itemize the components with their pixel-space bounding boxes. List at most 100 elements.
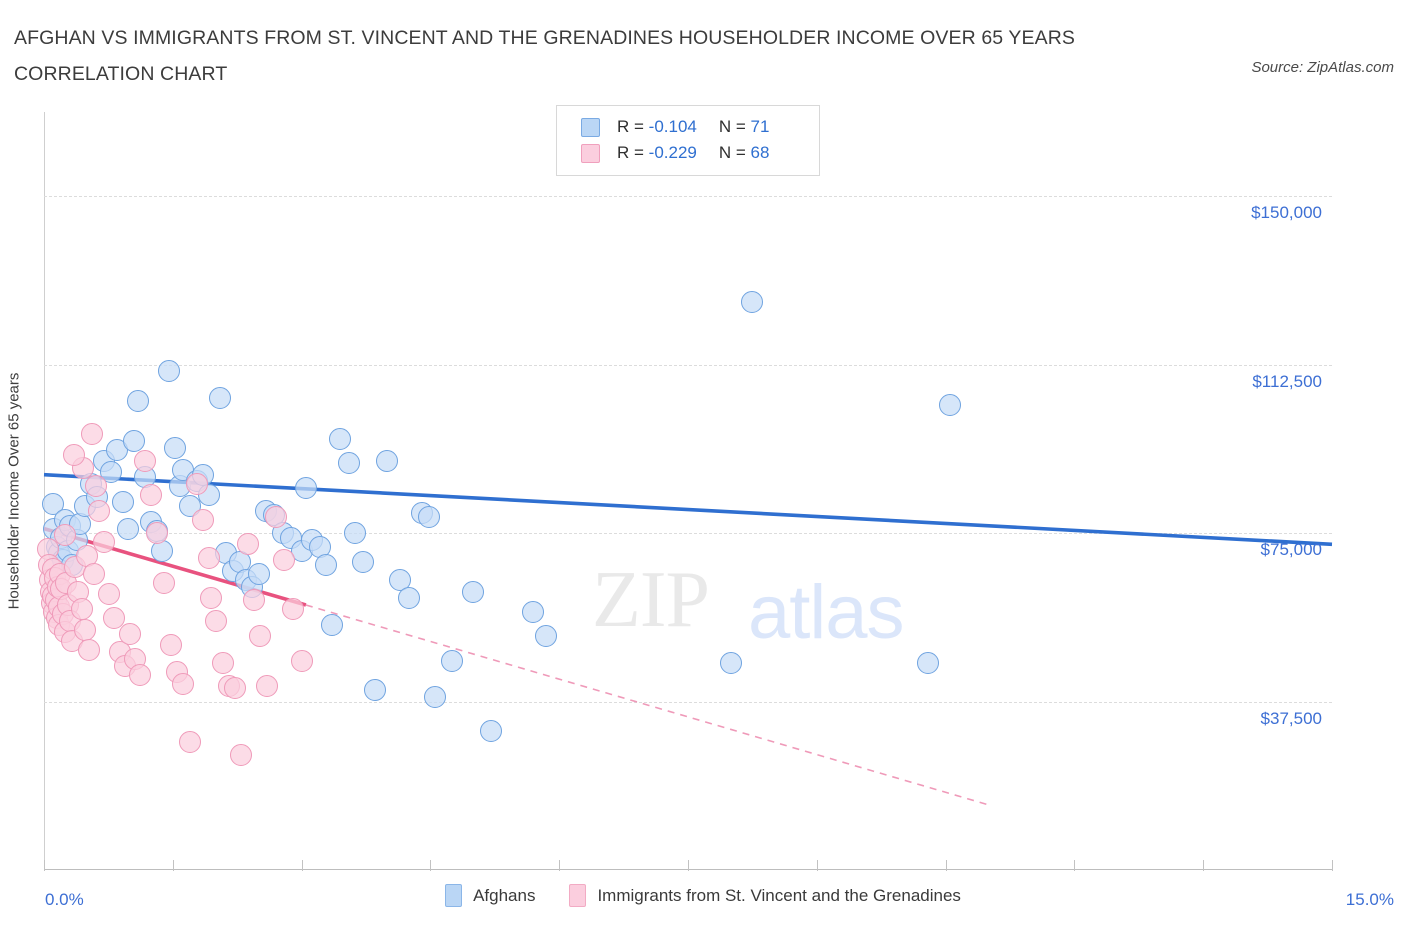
data-point[interactable] xyxy=(134,450,157,473)
data-point[interactable] xyxy=(178,730,201,753)
data-point[interactable] xyxy=(230,744,253,767)
data-point[interactable] xyxy=(103,607,126,630)
data-point[interactable] xyxy=(157,360,180,383)
chart-header: AFGHAN VS IMMIGRANTS FROM ST. VINCENT AN… xyxy=(0,0,1406,100)
data-point[interactable] xyxy=(719,652,742,675)
x-axis-tick xyxy=(816,860,818,871)
data-point[interactable] xyxy=(118,623,141,646)
data-point[interactable] xyxy=(211,652,234,675)
data-point[interactable] xyxy=(54,524,77,547)
data-point[interactable] xyxy=(99,461,122,484)
data-point[interactable] xyxy=(282,598,304,621)
data-point[interactable] xyxy=(81,423,104,446)
data-point[interactable] xyxy=(237,533,260,556)
gridline xyxy=(44,196,1332,198)
data-point[interactable] xyxy=(146,522,169,545)
data-point[interactable] xyxy=(223,677,246,700)
data-point[interactable] xyxy=(160,634,183,657)
x-axis-tick xyxy=(44,860,45,871)
data-point[interactable] xyxy=(98,582,121,605)
data-point[interactable] xyxy=(440,650,463,673)
data-point[interactable] xyxy=(417,506,440,529)
data-point[interactable] xyxy=(172,672,195,695)
data-point[interactable] xyxy=(290,650,313,673)
data-point[interactable] xyxy=(82,562,105,585)
y-axis-title: Householder Income Over 65 years xyxy=(5,372,23,610)
data-point[interactable] xyxy=(87,499,110,522)
data-point[interactable] xyxy=(185,472,208,495)
data-point[interactable] xyxy=(197,546,220,569)
data-point[interactable] xyxy=(337,452,360,475)
x-axis-tick xyxy=(945,860,947,871)
data-point[interactable] xyxy=(209,387,232,410)
stats-text: R = -0.104 N = 71 xyxy=(617,117,770,136)
data-point[interactable] xyxy=(153,571,176,594)
data-point[interactable] xyxy=(127,389,150,412)
data-point[interactable] xyxy=(264,506,287,529)
x-axis-tick xyxy=(1203,860,1205,871)
data-point[interactable] xyxy=(273,549,296,572)
data-point[interactable] xyxy=(200,587,223,610)
data-point[interactable] xyxy=(256,674,279,697)
gridline xyxy=(44,364,1332,366)
data-point[interactable] xyxy=(343,522,366,545)
y-axis-label: $37,500 xyxy=(1260,708,1322,728)
data-point[interactable] xyxy=(191,508,214,531)
data-point[interactable] xyxy=(111,490,134,513)
data-point[interactable] xyxy=(329,427,352,450)
data-point[interactable] xyxy=(352,551,375,574)
x-axis-tick xyxy=(1332,860,1333,871)
data-point[interactable] xyxy=(129,663,152,686)
x-axis-tick xyxy=(688,860,689,871)
data-point[interactable] xyxy=(123,430,146,453)
legend-item[interactable]: Afghans xyxy=(445,884,535,907)
legend-item[interactable]: Immigrants from St. Vincent and the Gren… xyxy=(569,884,961,907)
data-point[interactable] xyxy=(243,589,266,612)
x-axis-tick xyxy=(172,860,174,871)
source-label: Source: ZipAtlas.com xyxy=(1251,59,1394,76)
data-point[interactable] xyxy=(247,562,270,585)
data-point[interactable] xyxy=(314,553,337,576)
data-point[interactable] xyxy=(535,625,558,648)
data-point[interactable] xyxy=(204,609,227,632)
data-point[interactable] xyxy=(522,600,545,623)
data-point[interactable] xyxy=(397,587,420,610)
data-point[interactable] xyxy=(117,517,140,540)
data-point[interactable] xyxy=(462,580,485,603)
x-axis-max-label: 15.0% xyxy=(1345,890,1394,909)
data-point[interactable] xyxy=(140,483,163,506)
y-axis-label: $150,000 xyxy=(1251,203,1322,223)
data-point[interactable] xyxy=(917,652,940,675)
gridline xyxy=(44,533,1332,535)
legend-label: Afghans xyxy=(473,885,536,905)
data-point[interactable] xyxy=(938,394,961,417)
series-legend: Afghans Immigrants from St. Vincent and t… xyxy=(0,884,1406,907)
data-point[interactable] xyxy=(63,443,86,466)
trend-line-extension xyxy=(305,604,989,806)
data-point[interactable] xyxy=(74,618,97,641)
stats-color-swatch xyxy=(581,143,600,163)
data-point[interactable] xyxy=(294,477,317,500)
data-point[interactable] xyxy=(479,719,502,742)
x-axis-tick xyxy=(301,860,303,871)
trend-line xyxy=(43,472,1333,547)
data-point[interactable] xyxy=(320,614,343,637)
x-axis-tick xyxy=(1074,860,1076,871)
data-point[interactable] xyxy=(423,686,446,709)
data-point[interactable] xyxy=(163,436,186,459)
x-axis-tick xyxy=(559,860,561,871)
y-axis-label: $75,000 xyxy=(1260,540,1322,560)
data-point[interactable] xyxy=(376,450,399,473)
data-point[interactable] xyxy=(249,625,272,648)
data-point[interactable] xyxy=(93,531,116,554)
y-axis-label: $112,500 xyxy=(1252,371,1322,391)
data-point[interactable] xyxy=(84,474,107,497)
data-point[interactable] xyxy=(77,638,100,661)
correlation-stats-row: R = -0.104 N = 71 xyxy=(557,114,819,140)
gridline xyxy=(44,701,1332,703)
stats-color-swatch xyxy=(581,117,600,137)
data-point[interactable] xyxy=(363,679,386,702)
data-point[interactable] xyxy=(741,290,764,313)
data-point[interactable] xyxy=(41,492,64,515)
legend-color-swatch xyxy=(569,884,587,907)
